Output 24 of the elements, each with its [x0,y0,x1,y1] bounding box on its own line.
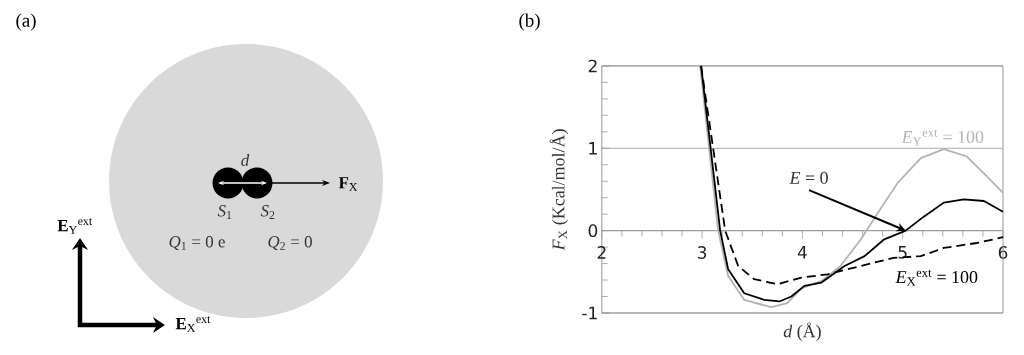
text: (a) [16,13,36,31]
x-tick-label: 2 [597,246,606,259]
chart-title: (b) [519,13,540,31]
text: Q$_{2}$ = 0 [268,235,312,251]
series-label: E$_{Y}$$^{ext}$ = 100 [901,129,984,146]
x-tick-label: 4 [797,246,807,259]
text: E$_{X}$ext [175,316,211,332]
y-tick-label: -1 [582,306,597,320]
x-tick-label: 5 [898,246,907,259]
text: S$_{1}$ [217,205,232,219]
y-tick-label: 1 [589,142,597,155]
annotation: E = 0 [789,171,828,184]
series-label: E$_{X}$$^{ext}$ = 100 [895,269,978,286]
x-tick-label: 3 [698,246,707,259]
text: F$_{X}$ [338,177,358,191]
text: Q$_{1}$ = 0 e [169,235,225,251]
text: S$_{2}$ [260,205,275,219]
y-axis-title: F$_{X}$ (Kcal/mol/Å) [549,129,569,251]
y-tick-label: 2 [588,59,597,73]
x-axis-title: d (Å) [783,322,821,342]
y-tick-label: 0 [588,224,598,238]
text: d [241,154,250,166]
text: E$_{Y}$ext [57,218,93,234]
x-tick-label: 6 [998,246,1008,259]
